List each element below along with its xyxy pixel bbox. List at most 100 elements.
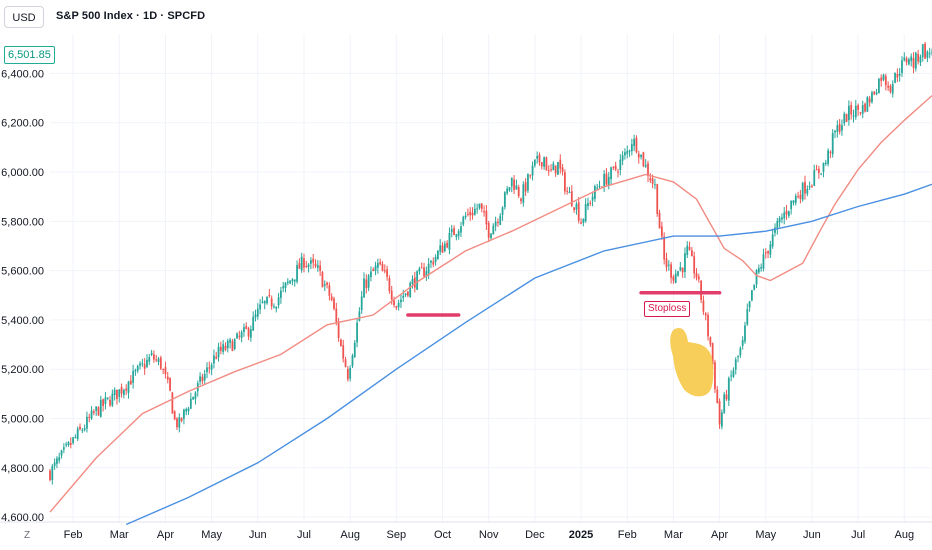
candle-body [806,188,809,194]
candle-body [51,466,54,480]
candle-body [72,437,74,444]
candle-body [231,341,234,351]
candle-body [446,242,449,248]
candle-body [767,251,769,254]
candle-body [529,175,532,177]
candle-body [233,339,236,350]
candle-body [880,77,883,81]
candle-body [490,233,492,239]
candle-body [561,167,564,172]
candle-body [808,186,811,188]
candle-body [887,85,890,88]
candle-body [720,412,723,427]
x-tick-label: Aug [340,529,360,541]
candle-body [587,203,589,207]
candle-body [751,290,753,301]
candle-body [783,212,786,219]
candle-body [640,154,642,157]
candle-body [187,408,190,411]
candle-body [723,394,726,413]
candle-body [575,203,578,210]
candle-body [395,306,398,308]
candle-body [53,462,56,466]
candle-body [790,200,793,210]
candle-body [69,443,72,445]
candle-body [58,456,61,461]
x-tick-label: Jun [249,529,267,541]
candle-body [654,184,656,186]
candle-body [746,308,749,325]
y-tick-label: 5,000.00 [1,413,44,425]
y-tick-label: 5,600.00 [1,266,44,278]
candle-body [693,256,696,274]
candle-body [291,279,294,282]
candle-body [206,367,208,373]
candle-body [607,176,610,186]
candle-body [503,192,506,208]
candle-body [610,167,612,180]
candle-body [240,332,243,338]
candle-body [104,397,107,404]
candle-body [356,322,358,343]
candle-body [637,153,640,158]
candle-body [781,217,783,220]
candle-body [894,72,896,83]
reset-zoom-button[interactable]: Z [23,530,31,541]
horizontal-levels [406,291,722,317]
candle-body [651,178,654,184]
long-ma-line [125,183,932,526]
candle-body [136,366,139,371]
candle-body [183,409,185,419]
candle-body [737,355,739,358]
candle-body [559,159,562,169]
candle-body [111,393,114,406]
candle-body [342,345,345,359]
candle-body [400,299,402,303]
candle-body [748,301,751,308]
candle-body [732,370,735,377]
candle-body [554,165,557,174]
candle-body [663,236,666,260]
candle-body [533,159,536,166]
candle-body [591,196,594,201]
x-tick-label: Aug [895,529,915,541]
candle-body [836,125,839,132]
currency-button[interactable]: USD [4,6,44,28]
candle-body [194,392,197,399]
candle-body [850,105,853,115]
candle-body [312,258,315,263]
candle-body [303,258,305,268]
candle-body [155,359,158,361]
candle-body [492,225,495,235]
candle-body [864,103,866,112]
candle-body [351,355,354,367]
candle-body [453,228,455,236]
x-tick-label: Dec [525,529,545,541]
candle-body [487,223,490,238]
candle-body [799,194,802,200]
x-tick-label: 2025 [569,529,593,541]
candle-body [473,208,476,215]
candle-body [270,298,273,307]
y-tick-label: 6,000.00 [1,167,44,179]
candle-body [508,187,511,191]
candle-body [203,373,206,381]
candle-body [762,254,765,269]
candle-body [714,362,716,390]
candle-body [485,210,488,225]
candle-body [109,399,111,406]
candle-body [702,300,705,312]
y-tick-label: 4,800.00 [1,463,44,475]
candle-body [370,271,372,278]
candle-body [730,375,733,377]
y-tick-label: 5,800.00 [1,216,44,228]
candle-body [298,263,301,269]
candle-body [924,43,926,59]
candle-body [406,291,409,296]
candle-body [704,313,707,316]
candle-body [411,279,414,284]
candle-body [189,398,192,409]
candle-body [436,250,439,259]
candle-body [326,282,328,285]
